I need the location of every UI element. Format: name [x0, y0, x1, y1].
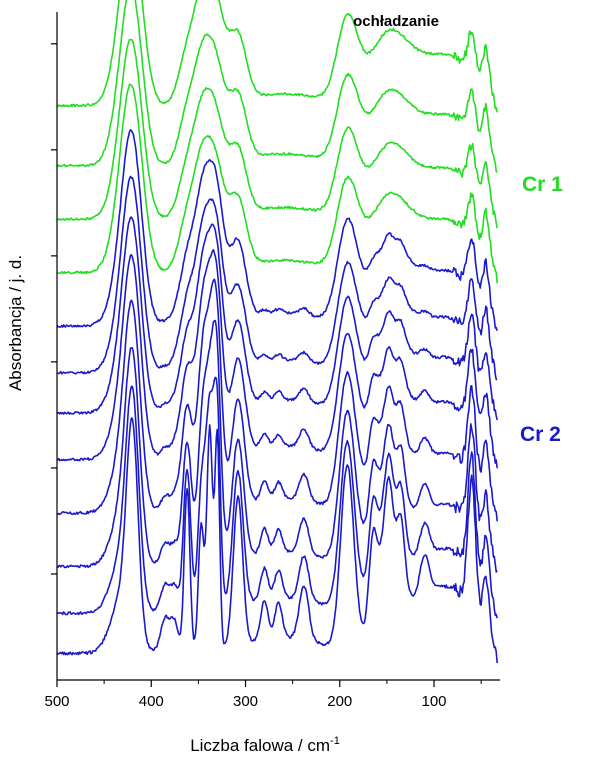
series-label-cr2: Cr 2: [520, 423, 561, 446]
x-tick-label: 400: [139, 693, 164, 710]
y-axis-title: Absorbancja / j. d.: [6, 255, 25, 391]
spectrum-line-7: [56, 216, 498, 421]
x-tick-label: 200: [327, 693, 352, 710]
x-tick-label: 500: [44, 693, 69, 710]
annotation-label: ochładzanie: [353, 13, 439, 30]
spectrum-line-1: [56, 0, 498, 113]
x-tick-label: 100: [422, 693, 447, 710]
spectrum-line-5: [56, 129, 498, 332]
spectrum-line-3: [56, 38, 498, 229]
spectrum-line-8: [56, 249, 498, 469]
spectrum-line-12: [56, 417, 498, 664]
y-ticks: [51, 43, 57, 575]
spectrum-line-2: [56, 0, 498, 173]
series-label-cr1: Cr 1: [522, 173, 563, 196]
x-tick-label: 300: [233, 693, 258, 710]
spectrum-line-9: [56, 278, 498, 522]
spectrum-line-4: [56, 83, 498, 284]
spectra-lines: [56, 0, 498, 664]
spectrum-line-10: [56, 319, 498, 573]
spectrum-line-6: [56, 175, 498, 381]
spectrum-line-11: [56, 376, 498, 619]
x-ticks: 500 400 300 200 100: [44, 680, 482, 710]
x-axis-title: Liczba falowa / cm-1: [190, 735, 340, 755]
